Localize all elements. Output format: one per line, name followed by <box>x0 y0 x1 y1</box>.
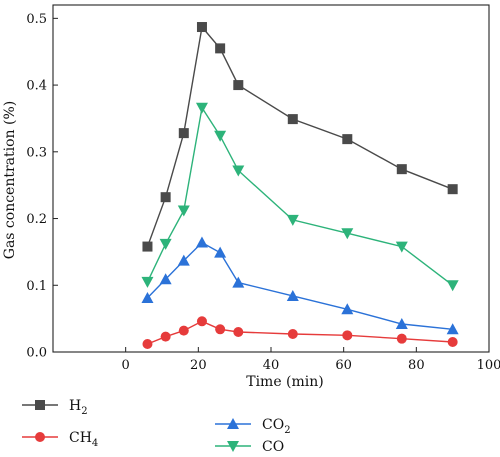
y-axis-title: Gas concentration (%) <box>2 101 18 259</box>
y-tick-label: 0.2 <box>26 212 47 227</box>
data-point <box>341 228 354 240</box>
series-line <box>147 320 453 345</box>
data-point <box>447 184 458 195</box>
series-line <box>146 25 453 247</box>
legend-entry: H2 <box>22 398 88 417</box>
data-point <box>142 241 153 252</box>
data-point <box>178 325 189 336</box>
data-point <box>446 280 459 292</box>
data-point <box>342 330 353 341</box>
data-point <box>177 205 190 217</box>
legend-entry: CO <box>215 439 284 455</box>
data-point <box>395 241 408 253</box>
series-2 <box>141 236 459 335</box>
data-point <box>446 323 459 335</box>
legend: H2 CH4 CO2 CO <box>22 398 291 455</box>
x-axis-title: Time (min) <box>246 374 324 390</box>
legend-marker <box>35 432 45 442</box>
legend-label: H2 <box>69 398 88 417</box>
x-tick-label: 80 <box>408 358 425 373</box>
legend-label: CH4 <box>69 430 98 449</box>
x-tick-label: 20 <box>190 358 207 373</box>
y-tick-label: 0.3 <box>26 145 47 160</box>
y-tick-label: 0.0 <box>26 346 47 361</box>
data-point <box>232 165 245 177</box>
data-point <box>159 238 172 250</box>
data-point <box>214 246 227 258</box>
series-0 <box>142 22 458 252</box>
data-point <box>195 236 208 248</box>
legend-label: CO <box>262 439 284 455</box>
data-point <box>141 291 154 303</box>
data-point <box>196 316 207 327</box>
data-point <box>159 273 172 285</box>
data-point <box>232 276 245 288</box>
data-point <box>215 324 226 335</box>
data-point <box>233 326 244 337</box>
data-point <box>177 254 190 266</box>
legend-marker <box>227 418 239 429</box>
data-point <box>287 114 298 125</box>
data-point <box>286 289 299 301</box>
data-point <box>396 164 407 175</box>
legend-marker <box>35 400 45 410</box>
data-point <box>395 317 408 329</box>
y-tick-label: 0.1 <box>26 279 47 294</box>
data-point <box>142 338 153 349</box>
data-point <box>233 80 244 91</box>
data-point <box>160 192 171 203</box>
data-point <box>215 43 226 54</box>
axis-ticks: 0 20 40 60 80 100 0.0 0.1 0.2 0.3 0.4 0.5 <box>26 12 500 373</box>
data-point <box>195 102 208 114</box>
legend-entry: CO2 <box>215 417 291 436</box>
legend-label: CO2 <box>262 417 291 436</box>
series-line <box>146 241 453 330</box>
x-tick-label: 40 <box>263 358 280 373</box>
data-point <box>396 333 407 344</box>
y-tick-label: 0.4 <box>26 79 47 94</box>
data-point <box>286 214 299 226</box>
data-point <box>160 331 171 342</box>
data-point <box>178 128 189 139</box>
series-1 <box>142 316 458 349</box>
series-line <box>146 105 454 286</box>
series-3 <box>141 102 459 292</box>
y-tick-label: 0.5 <box>26 12 47 27</box>
series-layer <box>141 22 459 349</box>
x-tick-label: 60 <box>335 358 352 373</box>
data-point <box>196 22 207 33</box>
data-point <box>342 134 353 145</box>
data-point <box>141 276 154 288</box>
legend-marker <box>227 441 239 452</box>
data-point <box>287 328 298 339</box>
legend-entry: CH4 <box>22 430 98 449</box>
data-point <box>447 336 458 347</box>
x-tick-label: 100 <box>477 358 500 373</box>
x-tick-label: 0 <box>122 358 130 373</box>
data-point <box>341 303 354 315</box>
data-point <box>214 130 227 142</box>
